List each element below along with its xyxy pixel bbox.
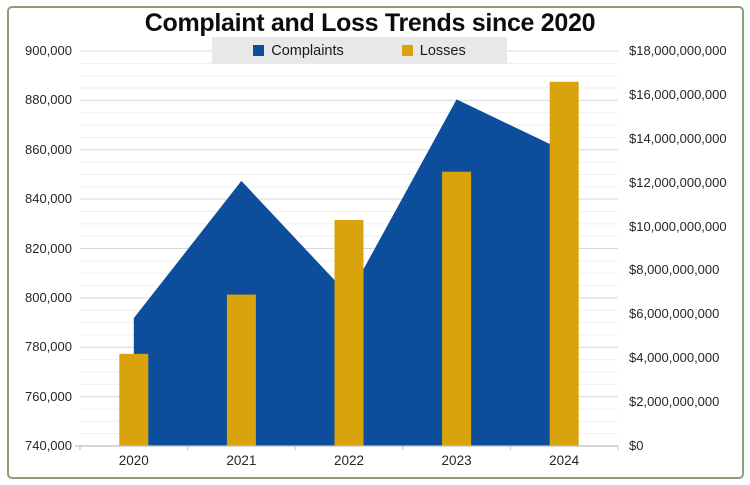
legend-item-losses: Losses [401, 42, 466, 59]
x-axis-label: 2022 [333, 453, 364, 468]
losses-bar-2024 [549, 81, 579, 446]
left-axis-tick-label: 900,000 [25, 43, 72, 58]
left-axis: 900,000 880,000 860,000 840,000 820,000 800,0… [0, 44, 72, 453]
losses-swatch-icon [401, 45, 413, 56]
complaints-swatch-icon [253, 45, 265, 56]
x-axis: 2020 2021 2022 2023 2024 [80, 453, 618, 468]
right-axis-tick-label: $10,000,000,000 [629, 218, 727, 234]
right-axis-tick-label: $6,000,000,000 [629, 306, 720, 322]
right-axis-tick-label: $14,000,000,000 [629, 130, 727, 146]
legend-label-losses: Losses [419, 42, 466, 59]
left-axis-tick-label: 820,000 [25, 240, 72, 256]
right-axis-tick-label: $4,000,000,000 [629, 350, 720, 366]
legend-label-complaints: Complaints [271, 42, 344, 59]
x-axis-label: 2021 [226, 453, 257, 468]
left-axis-tick-label: 860,000 [25, 141, 72, 157]
right-axis-tick-label: $12,000,000,000 [629, 174, 727, 190]
losses-bar-2020 [119, 353, 149, 446]
left-axis-tick-label: 880,000 [25, 92, 72, 108]
right-axis-tick-label: $0 [629, 437, 644, 453]
left-axis-tick-label: 800,000 [25, 289, 72, 305]
losses-bar-2023 [442, 171, 472, 446]
right-axis-tick-label: $18,000,000,000 [629, 43, 727, 58]
left-axis-tick-label: 840,000 [25, 191, 72, 207]
left-axis-tick-label: 740,000 [25, 438, 72, 453]
right-axis: $18,000,000,000 $16,000,000,000 $14,000,00… [629, 44, 747, 453]
legend: Complaints Losses [212, 37, 507, 64]
right-axis-tick-label: $2,000,000,000 [629, 394, 720, 409]
losses-bar-2022 [334, 219, 364, 446]
chart-title: Complaint and Loss Trends since 2020 [144, 9, 596, 37]
left-axis-tick-label: 760,000 [25, 388, 72, 404]
left-axis-tick-label: 780,000 [25, 339, 72, 355]
x-axis-label: 2023 [441, 453, 472, 468]
right-axis-tick-label: $8,000,000,000 [629, 262, 720, 278]
legend-item-complaints: Complaints [253, 43, 344, 59]
x-axis-label: 2024 [549, 453, 580, 468]
losses-bar-2021 [226, 294, 256, 446]
right-axis-tick-label: $16,000,000,000 [629, 86, 727, 102]
x-axis-label: 2020 [118, 453, 149, 468]
